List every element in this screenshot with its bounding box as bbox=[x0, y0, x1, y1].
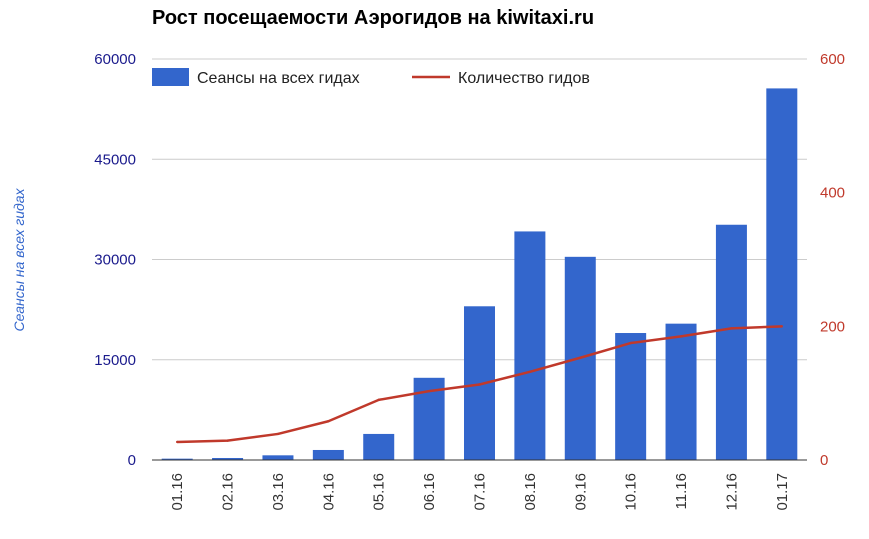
y-right-tick-label: 0 bbox=[820, 452, 828, 469]
legend: Сеансы на всех гидах Количество гидов bbox=[152, 68, 590, 87]
y-right-tick-label: 600 bbox=[820, 51, 845, 68]
x-tick-label: 08.16 bbox=[522, 473, 539, 511]
bar bbox=[615, 333, 647, 460]
bar bbox=[262, 455, 294, 460]
x-tick-label: 09.16 bbox=[572, 473, 589, 511]
x-tick-label: 01.16 bbox=[169, 473, 186, 511]
y-left-tick-label: 60000 bbox=[94, 51, 136, 68]
y-left-tick-label: 45000 bbox=[94, 151, 136, 168]
axes: 0 15000 30000 45000 60000 0 200 400 600 01.16 02.1… bbox=[94, 51, 845, 511]
x-tick-label: 05.16 bbox=[371, 473, 388, 511]
line-point bbox=[377, 398, 380, 402]
x-tick-label: 02.16 bbox=[220, 473, 237, 511]
x-tick-label: 01.17 bbox=[774, 473, 791, 511]
bar bbox=[464, 306, 495, 460]
line-point bbox=[730, 327, 733, 330]
line-point bbox=[629, 341, 632, 345]
x-tick-label: 03.16 bbox=[270, 473, 287, 511]
line-point bbox=[327, 420, 330, 423]
y-axis-label: Сеансы на всех гидах bbox=[11, 187, 27, 331]
y-left-tick-label: 30000 bbox=[94, 252, 136, 269]
bar bbox=[161, 458, 193, 460]
bar bbox=[312, 449, 344, 460]
legend-line-label: Количество гидов bbox=[458, 70, 590, 87]
line-point bbox=[780, 325, 784, 328]
y-right-tick-label: 200 bbox=[820, 318, 845, 335]
x-tick-label: 11.16 bbox=[673, 473, 690, 509]
legend-bar-swatch bbox=[152, 68, 189, 86]
bar bbox=[514, 231, 546, 460]
bar-series bbox=[161, 88, 798, 460]
line-point bbox=[427, 389, 431, 393]
bar bbox=[212, 457, 244, 460]
x-tick-label: 12.16 bbox=[723, 473, 740, 511]
line-point bbox=[679, 335, 683, 338]
y-right-tick-label: 400 bbox=[820, 185, 845, 202]
x-tick-label: 04.16 bbox=[320, 473, 337, 511]
chart-title: Рост посещаемости Аэрогидов на kiwitaxi.… bbox=[152, 7, 594, 29]
line-point bbox=[276, 432, 280, 436]
y-left-tick-label: 15000 bbox=[94, 352, 136, 369]
bar bbox=[665, 323, 697, 460]
line-point bbox=[226, 439, 229, 442]
line-series bbox=[175, 325, 784, 444]
y-left-tick-label: 0 bbox=[128, 452, 136, 469]
legend-bar-label: Сеансы на всех гидах bbox=[197, 70, 360, 87]
line-point bbox=[528, 370, 532, 373]
line-point bbox=[478, 383, 481, 386]
bar bbox=[766, 88, 798, 460]
bar bbox=[715, 224, 747, 460]
x-tick-label: 07.16 bbox=[472, 473, 489, 511]
x-tick-label: 06.16 bbox=[421, 473, 438, 511]
line-point bbox=[579, 356, 582, 359]
x-tick-label: 10.16 bbox=[623, 473, 640, 511]
bar bbox=[363, 433, 395, 460]
line-point bbox=[175, 440, 179, 444]
